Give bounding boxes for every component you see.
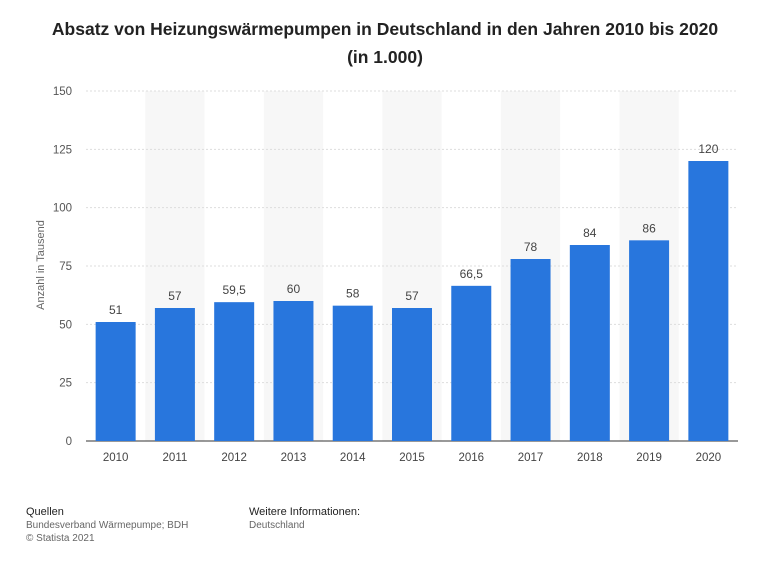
bar (273, 301, 314, 441)
bar (154, 308, 195, 441)
y-tick-label: 50 (59, 319, 72, 331)
x-tick-label: 2018 (577, 452, 603, 464)
y-tick-label: 25 (59, 378, 72, 390)
x-tick-label: 2013 (281, 452, 307, 464)
value-label: 78 (524, 240, 538, 254)
x-tick-label: 2011 (163, 452, 188, 464)
x-tick-label: 2020 (696, 452, 722, 464)
bar (95, 322, 136, 441)
y-tick-label: 125 (53, 144, 72, 156)
x-tick-label: 2017 (518, 452, 544, 464)
sources-label: Quellen (26, 506, 64, 518)
x-tick-label: 2014 (340, 452, 366, 464)
value-labels: 51 57 59,5 60 58 57 66,5 78 84 86 120 (109, 142, 719, 317)
value-label: 57 (168, 289, 182, 303)
value-label: 58 (346, 287, 360, 301)
info-label: Weitere Informationen: (249, 506, 361, 518)
value-label: 51 (109, 303, 123, 317)
chart-title: Absatz von Heizungswärmepumpen in Deutsc… (51, 19, 719, 67)
sources-text: Bundesverband Wärmepumpe; BDH (26, 520, 189, 531)
value-label: 86 (642, 221, 656, 235)
x-tick-label: 2012 (221, 452, 247, 464)
bar (569, 245, 610, 441)
bar (392, 308, 432, 441)
value-label: 120 (698, 142, 718, 156)
value-label: 84 (583, 226, 597, 240)
copyright-text: © Statista 2021 (26, 533, 95, 544)
y-axis-ticks: 0 25 50 75 100 125 150 (53, 86, 72, 448)
info-text: Deutschland (249, 520, 305, 531)
bar (688, 161, 729, 441)
x-tick-label: 2016 (458, 452, 484, 464)
y-tick-label: 0 (66, 436, 72, 448)
bar (451, 285, 492, 441)
x-tick-label: 2015 (399, 452, 425, 464)
x-tick-label: 2019 (636, 452, 662, 464)
y-tick-label: 150 (53, 86, 72, 98)
y-axis-label: Anzahl in Tausend (35, 220, 47, 310)
bar (510, 259, 551, 441)
value-label: 59,5 (223, 283, 247, 297)
value-label: 57 (405, 289, 419, 303)
x-axis-ticks: 2010 2011 2012 2013 2014 2015 2016 2017 2018 2019… (103, 452, 721, 464)
bar (629, 240, 670, 441)
value-label: 60 (287, 282, 301, 296)
bars (95, 161, 729, 441)
x-tick-label: 2010 (103, 452, 129, 464)
bar (332, 305, 373, 441)
bar (214, 302, 255, 441)
y-tick-label: 75 (59, 261, 72, 273)
value-label: 66,5 (460, 267, 484, 281)
y-tick-label: 100 (53, 203, 72, 215)
